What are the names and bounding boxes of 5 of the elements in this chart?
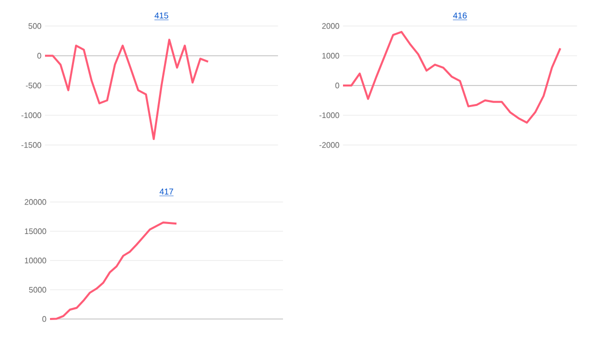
line-series (342, 30, 562, 124)
chart-title: 416 (453, 12, 467, 18)
line-series (44, 38, 210, 140)
chart-title: 417 (160, 188, 174, 194)
chart-title: 415 (154, 12, 168, 18)
